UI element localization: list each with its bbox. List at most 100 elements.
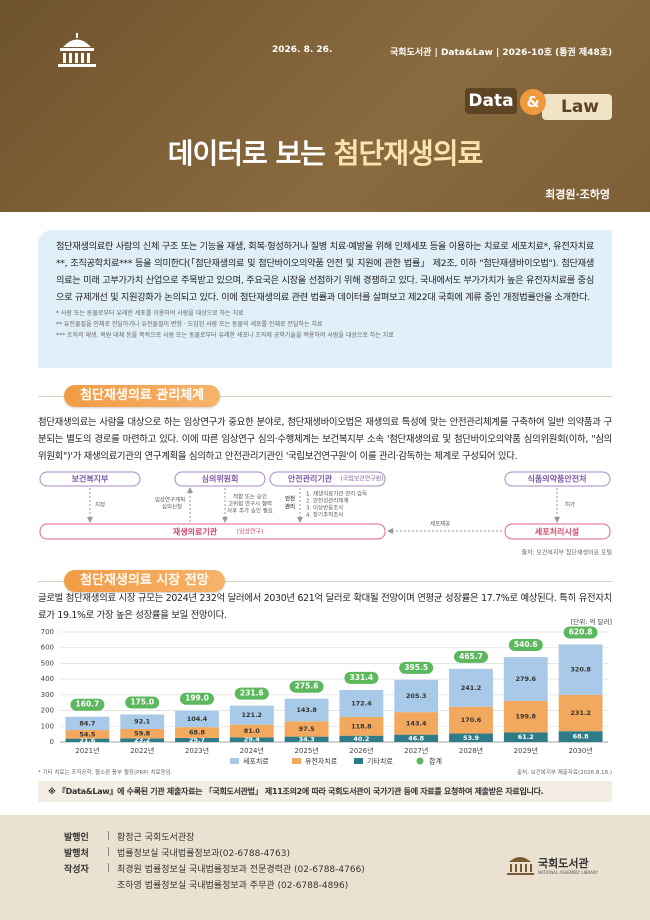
value-label: 143.8 — [296, 706, 317, 714]
edge-label: 임상연구계획 — [155, 496, 185, 504]
node: 세포처리시설 — [535, 527, 579, 537]
footer-row: 발행처 법률정보실 국내법률정보과(02-6788-4763) — [64, 846, 365, 862]
note: *** 조직의 재생, 복원 대체 등을 목적으로 사람 또는 동물로부터 유래… — [56, 332, 394, 339]
footer-sep — [108, 847, 109, 856]
logo-en: NATIONAL ASSEMBLY LIBRARY — [538, 870, 598, 875]
badge-amp: & — [520, 89, 546, 115]
y-tick-label: 600 — [41, 644, 54, 652]
section-rule — [38, 581, 612, 582]
bar-segment — [503, 657, 548, 701]
intro-text: 첨단재생의료란 사람의 신체 구조 또는 기능을 재생, 회복·형성하거나 질병… — [56, 241, 594, 303]
safety-item: 3. 이상반응조사 — [306, 504, 343, 512]
total-bubble — [399, 661, 434, 674]
total-bubble — [563, 626, 598, 639]
node: 안전관리기관 — [288, 474, 333, 484]
bar-segment — [394, 734, 439, 742]
title: 데이터로 보는 첨단재생의료 — [0, 132, 650, 172]
edge-label: 허가 — [565, 501, 575, 509]
bar-segment — [284, 698, 329, 722]
total-label: 395.5 — [404, 663, 428, 672]
value-label: 143.4 — [406, 719, 427, 727]
note: ** 유전물질을 인체로 전달하거나 유전물질이 변형 · 도입된 사람 또는 … — [56, 321, 323, 328]
legend-swatch — [230, 758, 239, 764]
value-label: 81.0 — [244, 727, 261, 735]
x-tick-label: 2028년 — [459, 746, 483, 755]
total-label: 465.7 — [459, 652, 483, 661]
section-heading: 첨단재생의료 관리체계 — [64, 385, 221, 407]
title-text: 데이터로 보는 — [167, 137, 326, 170]
unit: [단위: 억 달러] — [570, 618, 612, 626]
x-tick-label: 2023년 — [185, 746, 209, 755]
value-label: 25.7 — [189, 736, 205, 744]
edge-label: 관리 — [285, 503, 295, 511]
legend-swatch — [416, 757, 424, 765]
chart-source: 출처: 보건복지부 제출자료(2026.8.18.) — [516, 770, 612, 776]
total-bubble — [508, 639, 543, 652]
total-label: 199.0 — [185, 694, 209, 703]
x-tick-label: 2024년 — [240, 746, 264, 755]
bar-segment — [394, 679, 439, 713]
node: 심의위원회 — [202, 474, 239, 484]
footer-sep — [108, 863, 109, 872]
footer-label: 발행처 — [64, 849, 89, 859]
chart: 0 100 200 300 400 500 600 700 2021년 21.654.5 84.7 1… — [41, 626, 608, 766]
section-heading: 첨단재생의료 시장 전망 — [64, 570, 225, 592]
bar-segment — [175, 727, 219, 738]
total-label: 231.6 — [240, 689, 264, 698]
edge-label: 적합 또는 승인 — [233, 493, 267, 501]
intro-notes: * 사람 또는 동물로부터 유래한 세포를 이용하여 사람을 대상으로 하는 치… — [56, 308, 594, 341]
legend-label: 유전자치료 — [305, 757, 338, 766]
safety-item: 2. 안전성관리체계 — [306, 497, 348, 505]
bar-segment — [229, 724, 274, 738]
value-label: 92.1 — [134, 718, 151, 726]
value-label: 241.2 — [461, 684, 482, 692]
total-bubble — [234, 687, 269, 700]
title-highlight: 첨단재생의료 — [333, 137, 484, 170]
badge-law: Law — [542, 94, 612, 120]
x-tick-label: 2025년 — [294, 746, 318, 755]
bar-segment — [503, 700, 548, 733]
section-text: 글로벌 첨단재생의료 시장 규모는 2024년 232억 달러에서 2030년 … — [38, 593, 612, 621]
bar-segment — [449, 668, 493, 707]
y-tick-label: 0 — [50, 738, 54, 746]
bar-segment — [120, 738, 165, 742]
value-label: 205.3 — [406, 692, 427, 700]
bar-segment — [339, 689, 384, 718]
bar-segment — [65, 730, 110, 739]
total-label: 175.0 — [130, 698, 154, 707]
footer-label: 발행인 — [64, 833, 89, 843]
total-label: 331.4 — [350, 673, 374, 682]
y-tick-label: 400 — [41, 675, 54, 683]
total-bubble — [289, 680, 324, 693]
bar-segment — [175, 710, 219, 728]
note: * 사람 또는 동물로부터 유래한 세포를 이용하여 사람을 대상으로 하는 치… — [56, 310, 244, 317]
footer-label: 작성자 — [64, 865, 89, 875]
value-label: 279.6 — [516, 675, 537, 683]
intro-box: 첨단재생의료란 사람의 신체 구조 또는 기능을 재생, 회복·형성하거나 질병… — [38, 230, 612, 368]
footer-value: 최경원 법률정보실 국내법률정보과 전문경력관 (02-6788-4766) — [117, 865, 365, 875]
logo-icon — [507, 857, 534, 875]
x-tick-label: 2022년 — [130, 746, 154, 755]
total-bubble — [344, 671, 379, 684]
total-label: 160.7 — [76, 700, 100, 709]
x-tick-label: 2027년 — [404, 746, 428, 755]
footer-row: 발행인 황정근 국회도서관장 — [64, 830, 365, 846]
bar-segment — [65, 738, 110, 742]
x-tick-label: 2021년 — [75, 746, 99, 755]
value-label: 320.8 — [570, 666, 591, 674]
logo-text: 국회도서관 — [538, 857, 589, 870]
x-tick-label: 2029년 — [514, 746, 538, 755]
value-label: 170.6 — [461, 716, 482, 724]
bar-segment — [120, 728, 165, 739]
y-tick-label: 500 — [41, 659, 54, 667]
bar-segment — [284, 721, 329, 737]
value-label: 53.9 — [463, 734, 480, 742]
footer-sep — [108, 831, 109, 840]
edge-label: 세포제공 — [430, 520, 450, 528]
node: 보건복지부 — [72, 474, 109, 484]
bar-segment — [394, 712, 439, 735]
legend-label: 기타치료 — [367, 757, 393, 766]
diagram: 보건복지부 심의위원회 안전관리기관 (국립보건연구원) 식품의약품안전처 재생… — [39, 471, 612, 557]
value-label: 59.8 — [134, 730, 151, 738]
